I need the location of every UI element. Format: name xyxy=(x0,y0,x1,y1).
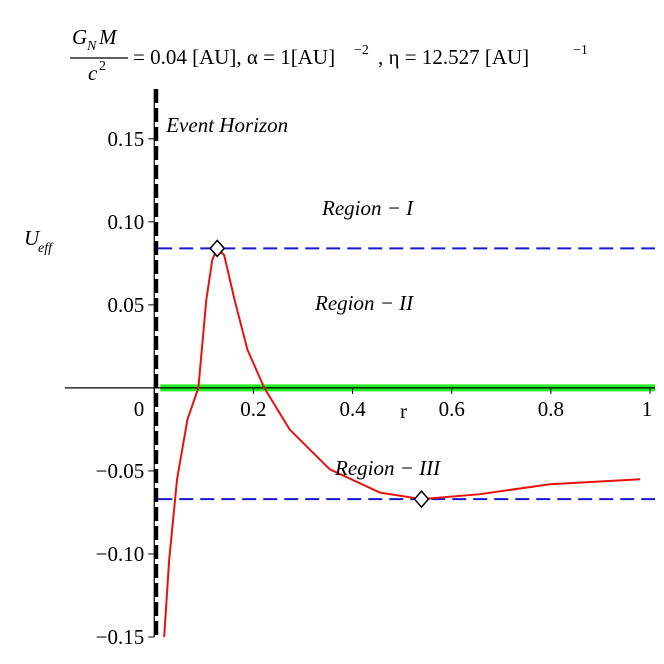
y-label: U xyxy=(24,226,41,250)
marker xyxy=(209,239,226,258)
title-part: c xyxy=(88,61,98,85)
y-tick-label: −0.15 xyxy=(96,625,145,649)
title-part: M xyxy=(98,25,118,49)
y-tick-label: −0.10 xyxy=(96,542,145,566)
title-part: N xyxy=(86,39,97,54)
annotation: Region − I xyxy=(321,196,414,220)
y-tick-label: 0.15 xyxy=(107,127,144,151)
title-part: −2 xyxy=(354,43,369,58)
title-part: −1 xyxy=(573,43,588,58)
annotation: Region − III xyxy=(334,456,441,480)
title-part: = 0.04 [AU], α = 1[AU] xyxy=(133,45,335,69)
title: G N M c 2 = 0.04 [AU], α = 1[AU] −2 , η … xyxy=(70,25,588,85)
x-label: r xyxy=(400,399,407,423)
y-tick-label: 0.10 xyxy=(107,210,144,234)
y-label-sub: eff xyxy=(38,241,54,256)
x-tick-label: 0.4 xyxy=(339,397,366,421)
title-part: , η = 12.527 [AU] xyxy=(378,45,529,69)
x-tick-label: 0.8 xyxy=(538,397,564,421)
marker xyxy=(413,490,430,509)
y-tick-label: 0.05 xyxy=(107,293,144,317)
x-tick-label: 0.2 xyxy=(240,397,266,421)
x-tick-label: 0.6 xyxy=(439,397,465,421)
y-tick-label: −0.05 xyxy=(96,459,145,483)
title-part: 2 xyxy=(99,59,106,74)
title-part: G xyxy=(72,25,87,49)
x-tick-label: 1 xyxy=(642,397,653,421)
event-horizon-label: Event Horizon xyxy=(165,113,288,137)
x-tick-label: 0 xyxy=(134,397,145,421)
annotation: Region − II xyxy=(314,291,414,315)
